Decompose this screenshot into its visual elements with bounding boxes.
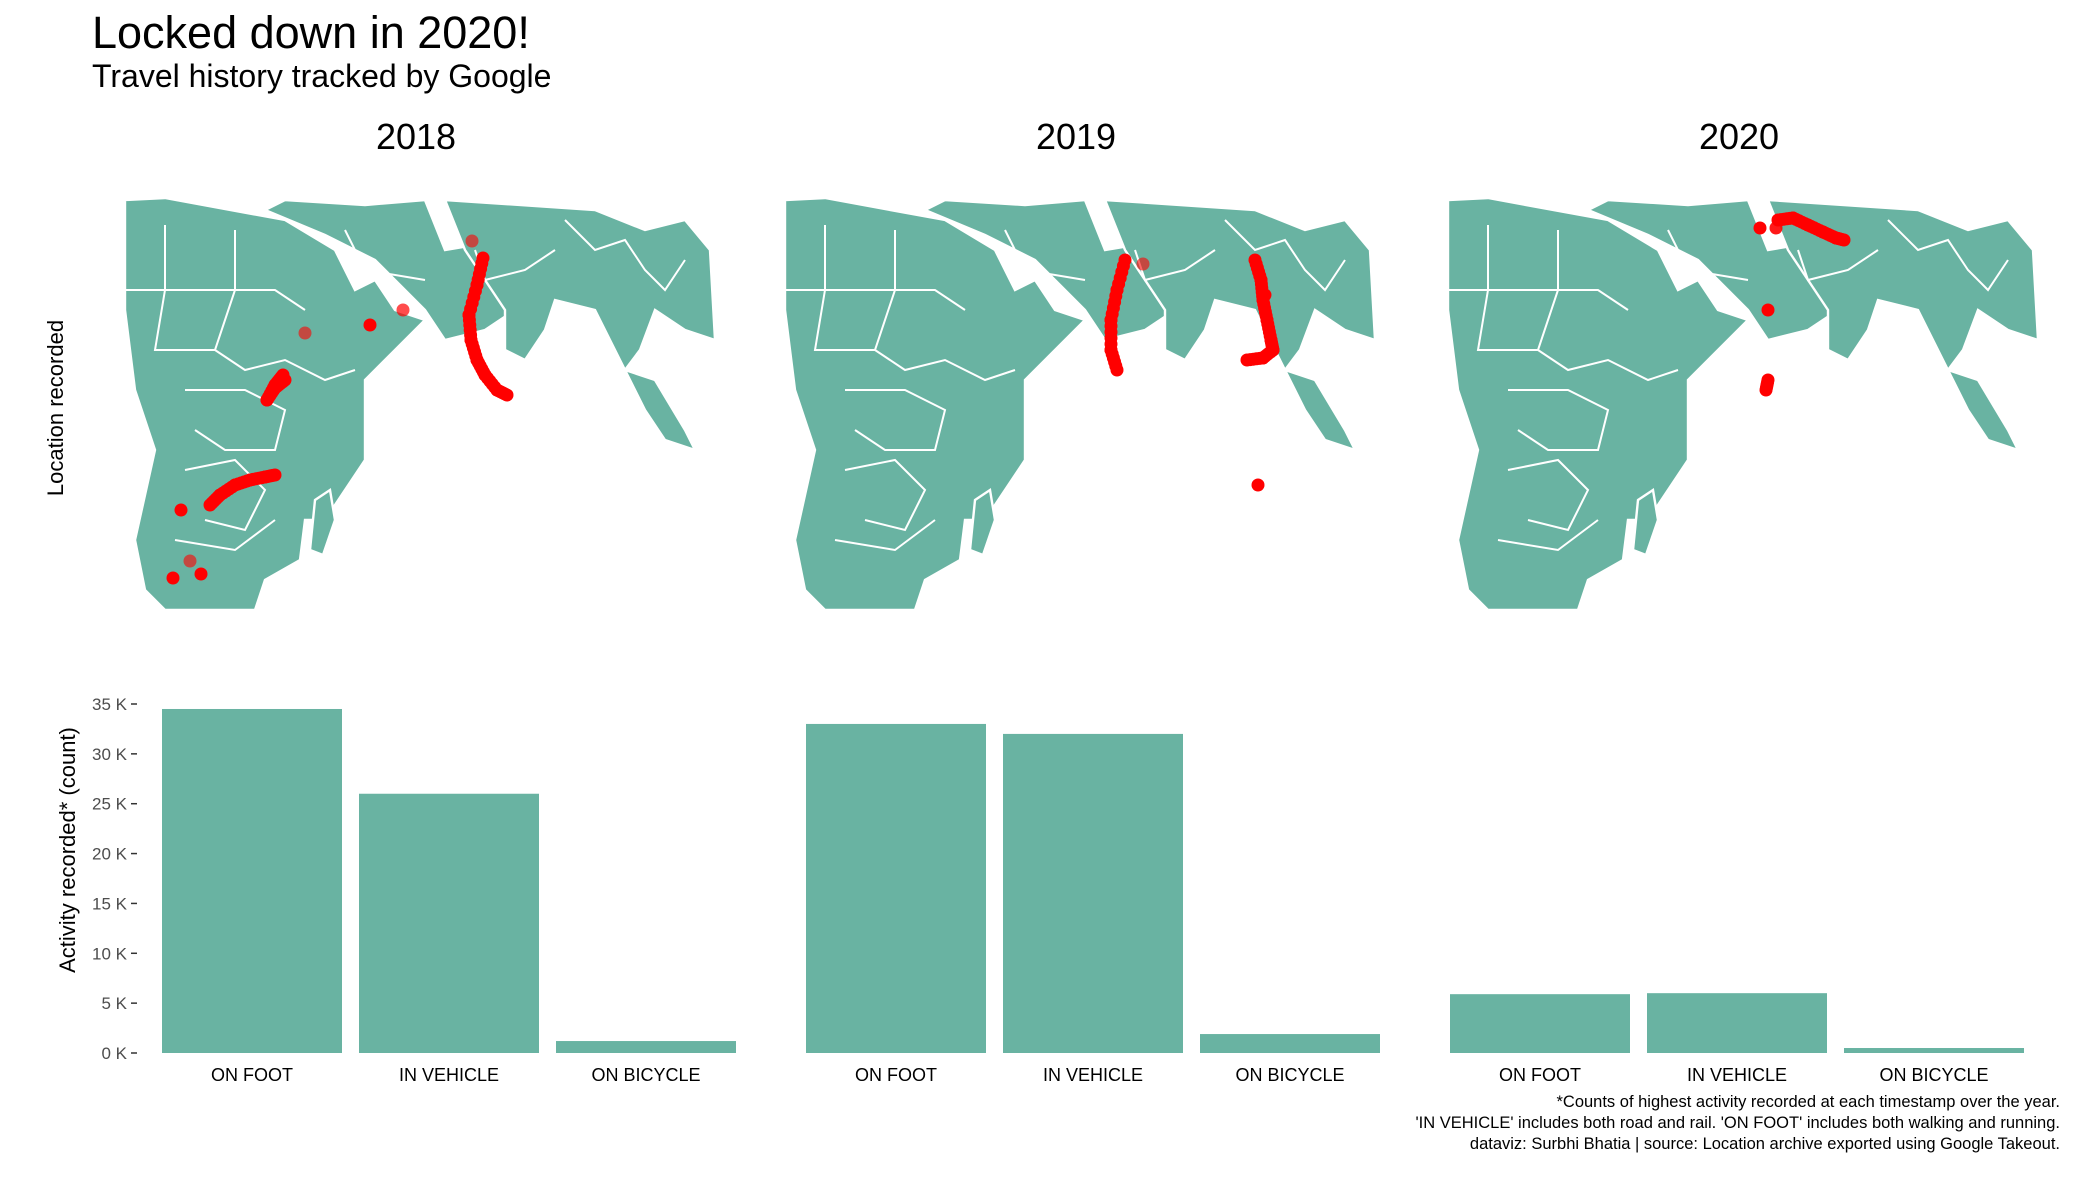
location-point bbox=[1240, 353, 1254, 367]
y-tick-label: 25 K bbox=[92, 795, 128, 814]
x-tick-label: IN VEHICLE bbox=[1687, 1065, 1787, 1085]
map-panel-2020 bbox=[1448, 196, 2038, 612]
y-tick-label: 0 K bbox=[101, 1044, 127, 1063]
y-tick-label: 35 K bbox=[92, 695, 128, 714]
location-point bbox=[1110, 363, 1124, 377]
location-point bbox=[500, 388, 514, 402]
map-panel-2018 bbox=[125, 196, 715, 612]
chart-subtitle: Travel history tracked by Google bbox=[92, 58, 552, 94]
location-point bbox=[1136, 257, 1150, 271]
location-points bbox=[166, 234, 514, 585]
y-tick-label: 10 K bbox=[92, 944, 128, 963]
location-point bbox=[1769, 221, 1783, 235]
x-tick-label: IN VEHICLE bbox=[399, 1065, 499, 1085]
location-point bbox=[1837, 233, 1851, 247]
location-points bbox=[1753, 211, 1851, 397]
caption-line-3: dataviz: Surbhi Bhatia | source: Locatio… bbox=[1469, 1135, 2060, 1153]
x-tick-label: ON BICYCLE bbox=[1879, 1065, 1988, 1085]
location-point bbox=[278, 373, 292, 387]
x-tick-label: ON BICYCLE bbox=[591, 1065, 700, 1085]
y-tick-label: 15 K bbox=[92, 894, 128, 913]
facet-label-2020: 2020 bbox=[1698, 116, 1780, 157]
bar-2020-on-bicycle bbox=[1844, 1048, 2024, 1053]
y-tick-label: 20 K bbox=[92, 845, 128, 864]
x-tick-label: ON FOOT bbox=[855, 1065, 937, 1085]
bar-2019-on-foot bbox=[806, 723, 986, 1053]
location-point bbox=[268, 468, 282, 482]
location-point bbox=[298, 326, 312, 340]
location-point bbox=[183, 554, 197, 568]
caption-line-1: *Counts of highest activity recorded at … bbox=[1556, 1093, 2060, 1111]
facet-label-2018: 2018 bbox=[375, 116, 457, 157]
bar-2019-in-vehicle bbox=[1003, 733, 1183, 1053]
y-tick-label: 5 K bbox=[101, 994, 127, 1013]
bar-2018-in-vehicle bbox=[359, 793, 539, 1053]
chart-title: Locked down in 2020! bbox=[92, 7, 530, 58]
x-tick-label: ON FOOT bbox=[1499, 1065, 1581, 1085]
location-point bbox=[194, 567, 208, 581]
location-point bbox=[363, 318, 377, 332]
location-point bbox=[1761, 303, 1775, 317]
map-panel-2019 bbox=[785, 196, 1375, 612]
location-points bbox=[1104, 253, 1280, 492]
facet-label-2019: 2019 bbox=[1035, 116, 1117, 157]
x-tick-label: ON BICYCLE bbox=[1235, 1065, 1344, 1085]
bar-y-axis-label: Activity recorded* (count) bbox=[55, 727, 80, 973]
y-tick-label: 30 K bbox=[92, 745, 128, 764]
location-point bbox=[174, 503, 188, 517]
location-point bbox=[166, 571, 180, 585]
location-point bbox=[1251, 478, 1265, 492]
bar-2018-on-bicycle bbox=[556, 1041, 736, 1053]
location-point bbox=[1753, 221, 1767, 235]
country-borders bbox=[1448, 219, 2009, 552]
caption-line-2: 'IN VEHICLE' includes both road and rail… bbox=[1415, 1114, 2060, 1132]
location-point bbox=[396, 303, 410, 317]
bar-2020-in-vehicle bbox=[1647, 993, 1827, 1053]
location-point bbox=[465, 234, 479, 248]
bar-2020-on-foot bbox=[1450, 994, 1630, 1053]
location-point bbox=[1759, 383, 1773, 397]
bar-2018-on-foot bbox=[162, 708, 342, 1053]
x-tick-label: ON FOOT bbox=[211, 1065, 293, 1085]
x-tick-label: IN VEHICLE bbox=[1043, 1065, 1143, 1085]
location-point bbox=[1258, 288, 1272, 302]
bar-2019-on-bicycle bbox=[1200, 1034, 1380, 1053]
